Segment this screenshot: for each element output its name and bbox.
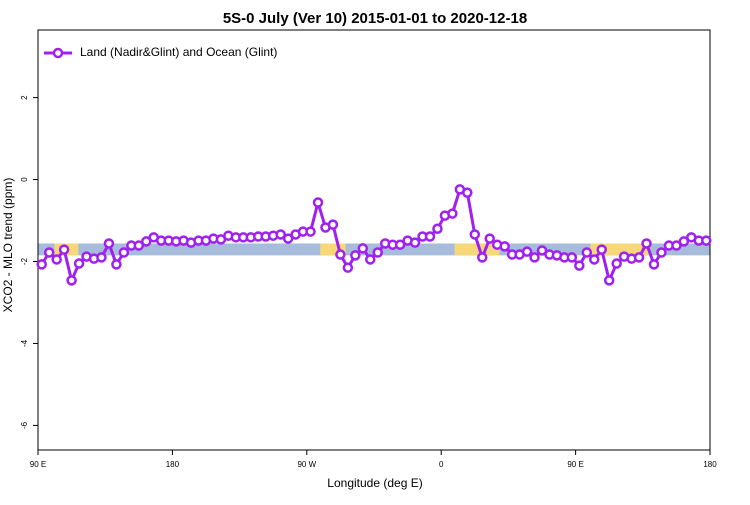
data-point xyxy=(603,275,615,286)
y-tick-label: -2 xyxy=(20,257,29,265)
data-point xyxy=(103,238,115,249)
data-point xyxy=(477,252,488,263)
data-point xyxy=(305,226,316,237)
data-point xyxy=(701,235,712,246)
data-point xyxy=(648,259,660,270)
data-point xyxy=(51,254,62,265)
data-point xyxy=(469,229,481,240)
data-point xyxy=(462,187,473,198)
data-point xyxy=(484,233,495,244)
data-point xyxy=(641,238,652,249)
data-point xyxy=(372,247,383,258)
chart-title: 5S-0 July (Ver 10) 2015-01-01 to 2020-12… xyxy=(223,10,527,27)
data-point xyxy=(275,229,286,240)
data-point xyxy=(357,243,369,254)
x-tick-label: 0 xyxy=(439,460,444,469)
data-point xyxy=(499,241,510,252)
x-tick-label: 90 W xyxy=(297,460,316,469)
x-axis-label: Longitude (deg E) xyxy=(327,476,422,490)
plot-frame xyxy=(37,29,711,451)
land-band xyxy=(454,243,500,256)
data-point xyxy=(574,260,585,271)
data-point xyxy=(409,237,421,248)
data-point xyxy=(111,259,122,270)
x-tick-label: 180 xyxy=(166,460,180,469)
y-tick-label: 2 xyxy=(20,95,29,100)
data-point xyxy=(312,197,324,208)
legend-label: Land (Nadir&Glint) and Ocean (Glint) xyxy=(80,45,277,59)
data-point xyxy=(424,231,436,242)
data-point xyxy=(365,254,376,265)
y-tick-label: 0 xyxy=(20,177,29,182)
data-point xyxy=(350,250,361,261)
data-point xyxy=(58,244,70,255)
x-tick-label: 180 xyxy=(703,460,717,469)
y-tick-label: -6 xyxy=(20,421,29,429)
data-point xyxy=(118,247,130,258)
data-point xyxy=(596,244,607,255)
data-point xyxy=(529,252,540,263)
data-point xyxy=(335,249,346,260)
data-point xyxy=(66,275,77,286)
data-point xyxy=(521,246,533,257)
data-point xyxy=(36,259,47,270)
y-tick-label: -4 xyxy=(20,339,29,347)
data-point xyxy=(342,262,354,273)
data-point xyxy=(678,236,690,247)
data-point xyxy=(282,233,294,244)
legend-marker xyxy=(52,47,64,59)
data-point xyxy=(432,223,443,234)
data-point xyxy=(447,208,458,219)
data-point xyxy=(589,254,600,265)
x-tick-label: 90 E xyxy=(30,460,46,469)
data-point xyxy=(581,247,593,258)
data-point xyxy=(394,239,406,250)
data-point xyxy=(671,240,682,251)
data-point xyxy=(566,252,578,263)
data-point xyxy=(133,240,145,251)
y-axis-label: XCO2 - MLO trend (ppm) xyxy=(1,178,15,313)
series-line xyxy=(40,187,707,285)
data-point xyxy=(96,252,107,263)
land-band xyxy=(590,243,651,256)
data-point xyxy=(611,258,622,269)
x-tick-label: 90 E xyxy=(567,460,583,469)
data-point xyxy=(73,258,85,269)
data-point xyxy=(656,247,667,258)
data-point xyxy=(536,245,548,256)
land-band xyxy=(320,243,346,256)
data-point xyxy=(633,252,645,263)
data-point xyxy=(327,219,339,230)
data-point xyxy=(141,236,152,247)
data-point xyxy=(43,247,55,258)
